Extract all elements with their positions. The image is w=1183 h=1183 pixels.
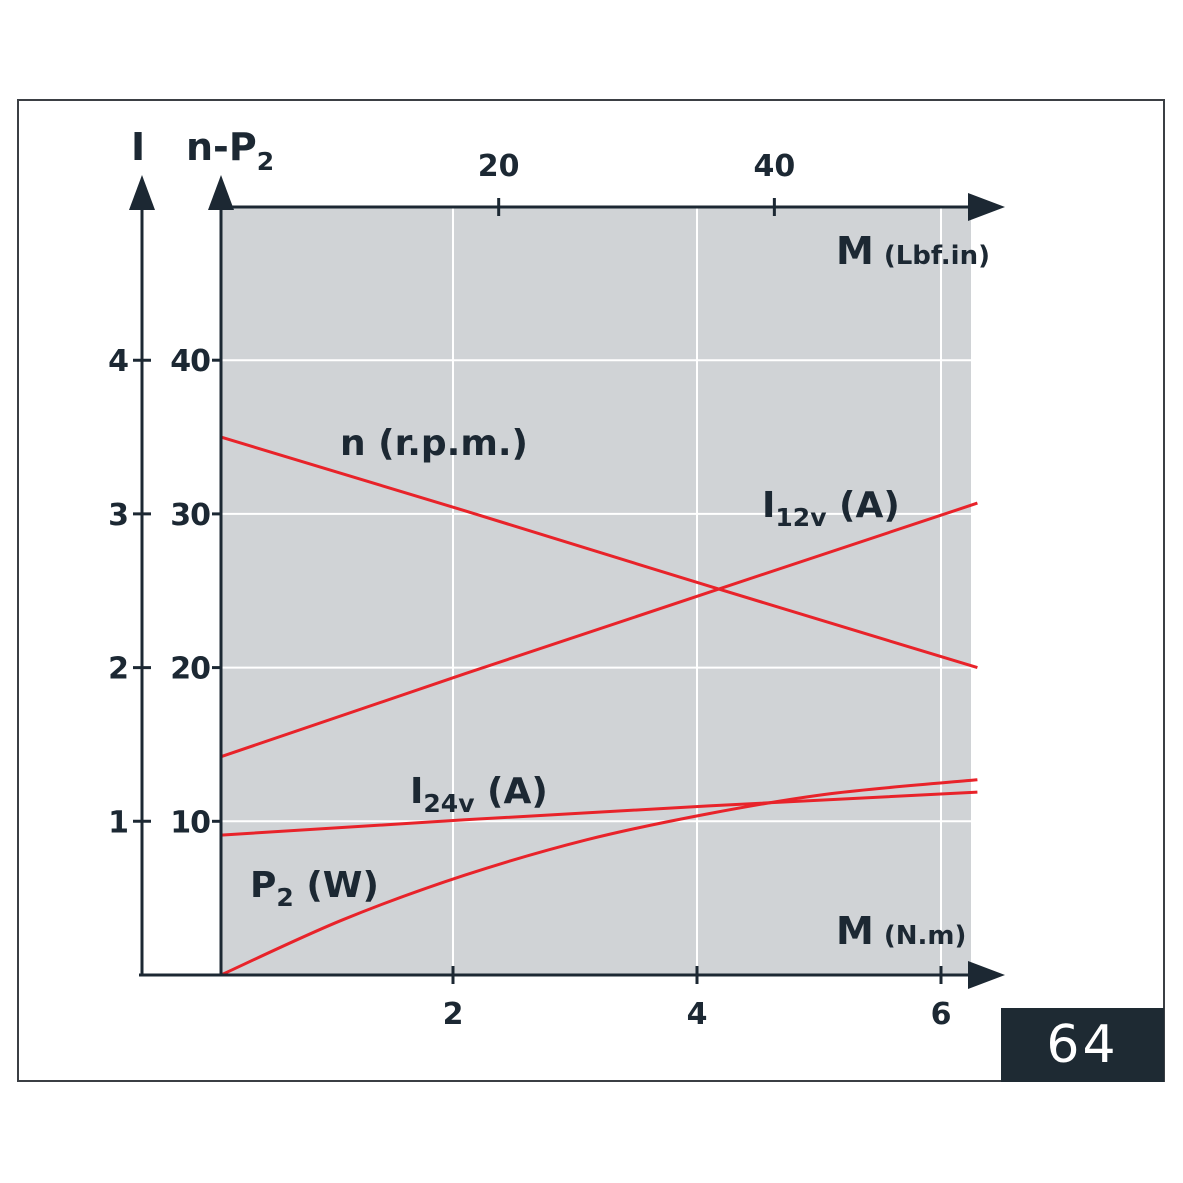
inner-y-axis-label: n-P2 [186,125,274,176]
series-lines [220,435,978,977]
inner-y-axis-label-main: n-P [186,125,257,169]
top-x-axis-label-main: M [836,229,874,273]
inner-y-tick-label: 40 [170,344,210,379]
series-label-n-main: n (r.p.m.) [340,423,528,464]
outer-y-tick-label: 4 [108,344,129,379]
bottom-x-axis-arrow [968,961,1005,989]
inner-y-axis-arrow [208,175,234,210]
series-label-i24v: I24v (A) [410,771,548,818]
series-label-i24v-sub: 24v [423,789,474,818]
series-line-n [220,435,978,670]
series-line-i12v [220,501,978,759]
plot-area [221,207,971,975]
series-label-i12v: I12v (A) [762,485,900,532]
bottom-x-tick-label: 2 [443,997,464,1032]
outer-y-tick-label: 2 [108,652,129,687]
series-label-p2-main: P [250,865,276,906]
bottom-x-axis-unit: (N.m) [884,921,967,951]
figure-number-badge: 64 [1001,1008,1164,1082]
outer-y-tick-label: 3 [108,498,129,533]
series-label-i24v-main: I [410,771,423,812]
top-x-axis-unit: (Lbf.in) [884,241,990,271]
series-label-i12v-sub: 12v [775,503,826,532]
series-line-p2 [220,778,978,977]
inner-y-tick-label: 30 [170,498,210,533]
series-label-i24v-tail: (A) [475,771,548,812]
bottom-x-tick-label: 6 [931,997,952,1032]
inner-y-tick-label: 20 [170,652,210,687]
top-x-tick-label: 40 [753,149,795,184]
series-line-i24v [220,790,978,837]
series-label-n: n (r.p.m.) [340,423,528,464]
top-x-axis-arrow [968,193,1005,221]
series-label-i12v-main: I [762,485,775,526]
top-x-tick-label: 20 [478,149,520,184]
bottom-x-axis-label: M (N.m) [836,909,966,953]
series-label-p2-tail: (W) [294,865,379,906]
series-label-i12v-tail: (A) [827,485,900,526]
series-label-p2: P2 (W) [250,865,379,912]
outer-y-tick-label: 1 [108,805,129,840]
tick-labels: 10 20 30 40 1 2 3 4 2 4 6 20 40 [108,149,951,1032]
inner-y-tick-label: 10 [170,805,210,840]
bottom-x-tick-label: 4 [687,997,708,1032]
outer-y-axis-arrow [129,175,155,210]
grid-lines [221,207,971,975]
outer-y-axis-label: I [131,125,145,169]
inner-y-axis-label-sub: 2 [257,147,274,176]
bottom-x-axis-label-main: M [836,909,874,953]
axes [129,175,1005,989]
series-label-p2-sub: 2 [276,883,293,912]
top-x-axis-label: M (Lbf.in) [836,229,990,273]
